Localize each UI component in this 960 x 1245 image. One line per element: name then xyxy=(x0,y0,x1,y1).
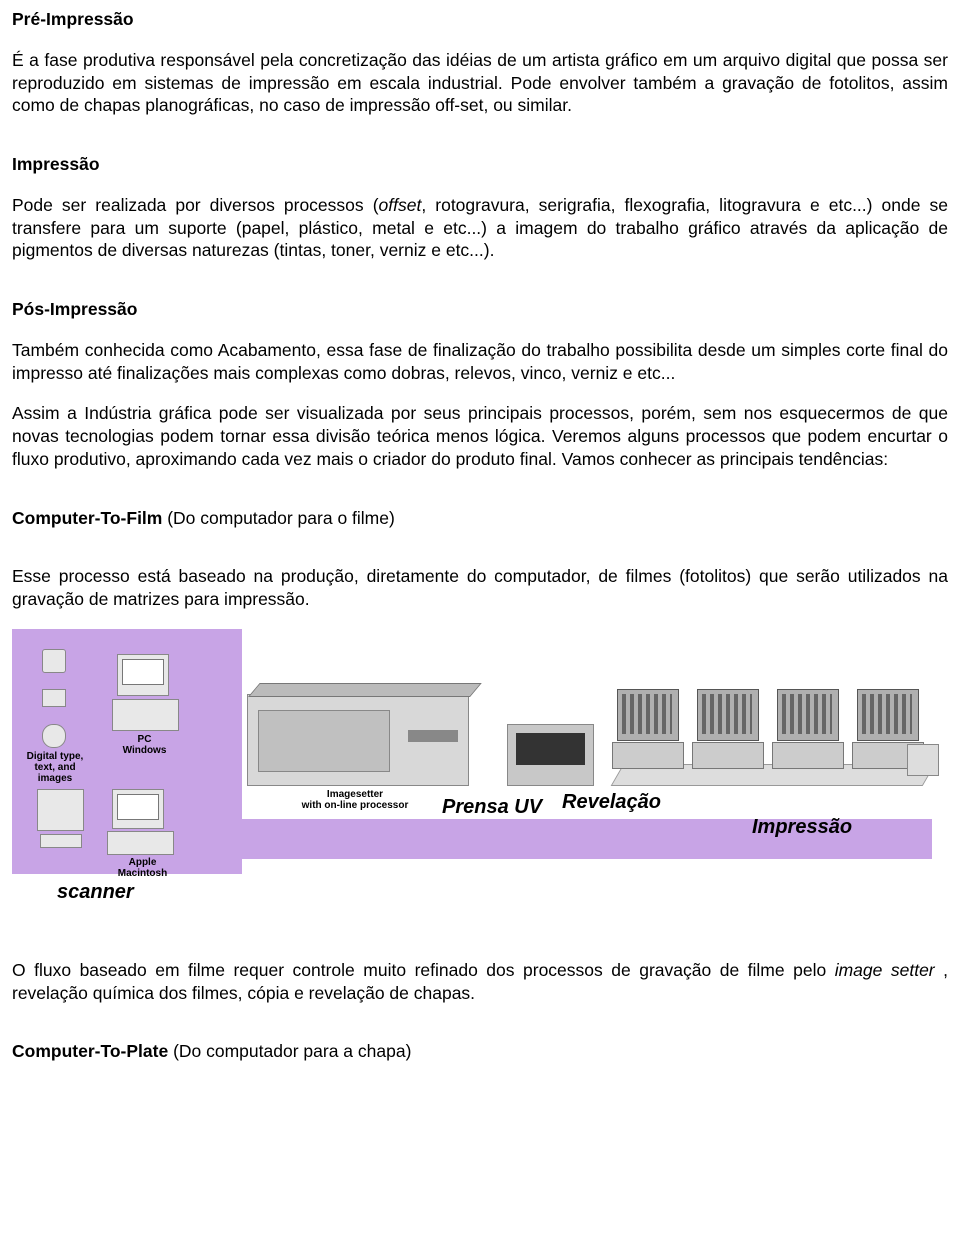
pre-impressao-body: É a fase produtiva responsável pela conc… xyxy=(12,49,948,117)
press-unit-3 xyxy=(772,689,842,769)
caption-apple: Apple Macintosh xyxy=(115,857,170,879)
scanner-trays xyxy=(40,834,82,848)
ctp-title-rest: (Do computador para a chapa) xyxy=(168,1041,411,1061)
pos-impressao-body2: Assim a Indústria gráfica pode ser visua… xyxy=(12,402,948,470)
digital-icon3 xyxy=(42,724,66,748)
label-revelacao: Revelação xyxy=(562,789,661,815)
label-impressao: Impressão xyxy=(752,814,852,840)
press-unit-2 xyxy=(692,689,762,769)
pos-impressao-body1: Também conhecida como Acabamento, essa f… xyxy=(12,339,948,385)
ctf-title-bold: Computer-To-Film xyxy=(12,508,162,528)
caption-digital: Digital type, text, and images xyxy=(20,751,90,784)
ctp-title-bold: Computer-To-Plate xyxy=(12,1041,168,1061)
label-prensa: Prensa UV xyxy=(442,794,542,820)
press-end xyxy=(907,744,939,776)
pc-base xyxy=(112,699,179,731)
caption-pc: PC Windows xyxy=(117,734,172,756)
impressao-body: Pode ser realizada por diversos processo… xyxy=(12,194,948,262)
digital-icon xyxy=(42,649,66,673)
scanner-box xyxy=(37,789,84,831)
ctf-after-a: O fluxo baseado em filme requer controle… xyxy=(12,960,835,980)
mac-monitor xyxy=(112,789,164,829)
ctf-body: Esse processo está baseado na produção, … xyxy=(12,565,948,611)
digital-icon2 xyxy=(42,689,66,707)
ctp-heading-line: Computer-To-Plate (Do computador para a … xyxy=(12,1040,948,1063)
imagesetter-body xyxy=(247,694,469,786)
revelacao-box xyxy=(507,724,594,786)
ctf-heading-line: Computer-To-Film (Do computador para o f… xyxy=(12,507,948,530)
label-scanner: scanner xyxy=(57,879,134,905)
impressao-text-a: Pode ser realizada por diversos processo… xyxy=(12,195,379,215)
ctf-title-rest: (Do computador para o filme) xyxy=(162,508,394,528)
impressao-text-offset: offset xyxy=(379,195,422,215)
mac-base xyxy=(107,831,174,855)
ctf-after-b: image setter xyxy=(835,960,935,980)
pos-impressao-title: Pós-Impressão xyxy=(12,298,948,321)
pc-monitor xyxy=(117,654,169,696)
ctf-after-body: O fluxo baseado em filme requer controle… xyxy=(12,959,948,1005)
caption-imagesetter: Imagesetter with on-line processor xyxy=(270,789,440,811)
pre-impressao-title: Pré-Impressão xyxy=(12,8,948,31)
impressao-title: Impressão xyxy=(12,153,948,176)
press-unit-1 xyxy=(612,689,682,769)
ctf-diagram: Digital type, text, and images PC Window… xyxy=(12,629,932,929)
